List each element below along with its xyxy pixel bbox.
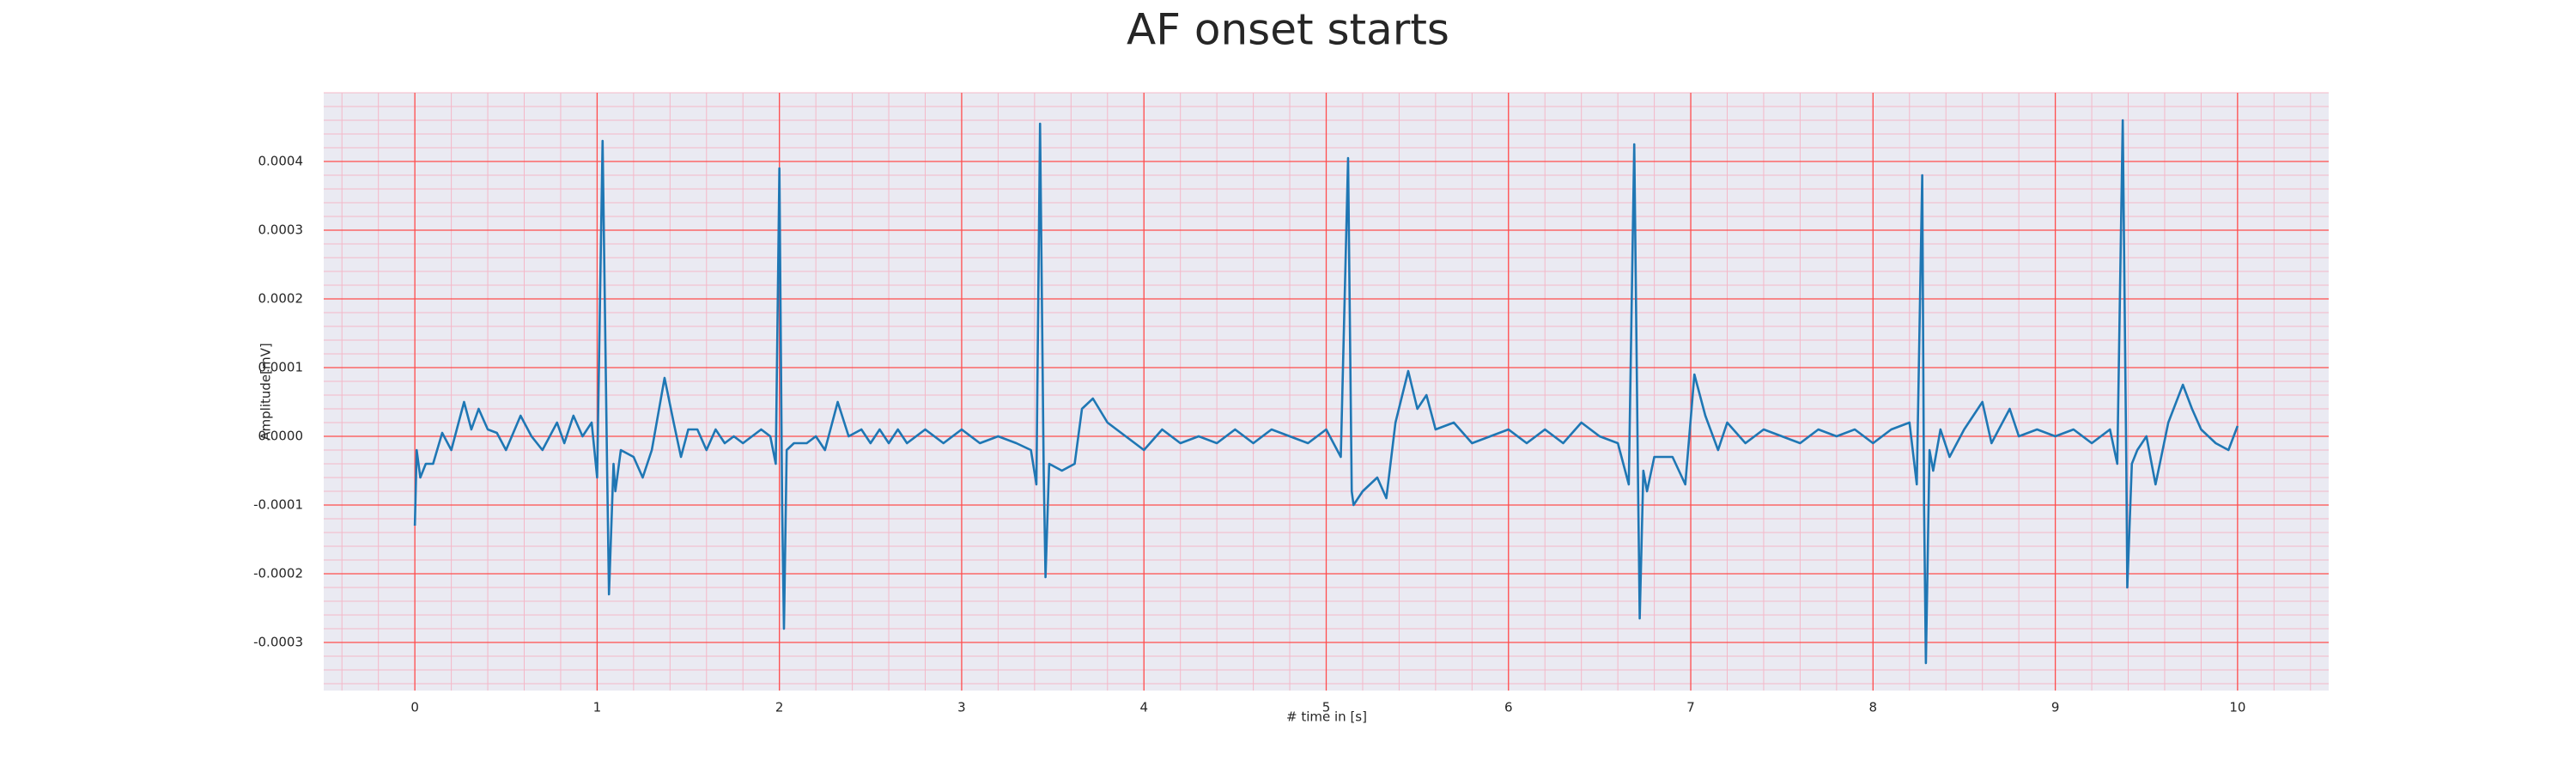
y-tick-label: 0.0003 — [258, 222, 304, 238]
x-tick-label: 0 — [410, 700, 419, 715]
y-tick-label: -0.0002 — [253, 566, 303, 581]
x-tick-label: 6 — [1504, 700, 1513, 715]
y-tick-label: 0.0000 — [258, 429, 304, 444]
signal-line — [413, 119, 2239, 665]
y-axis-label: Amplitude[mV] — [258, 343, 274, 440]
x-tick-label: 10 — [2229, 700, 2245, 715]
chart-title: AF onset starts — [1127, 5, 1449, 55]
y-tick-label: -0.0001 — [253, 497, 303, 513]
x-tick-label: 7 — [1686, 700, 1695, 715]
x-tick-label: 9 — [2051, 700, 2060, 715]
y-tick-label: 0.0004 — [258, 154, 304, 169]
x-tick-label: 5 — [1322, 700, 1331, 715]
x-tick-label: 1 — [593, 700, 602, 715]
y-tick-label: -0.0003 — [253, 635, 303, 650]
x-tick-label: 8 — [1869, 700, 1878, 715]
x-tick-label: 4 — [1139, 700, 1148, 715]
y-tick-label: 0.0002 — [258, 291, 304, 307]
y-tick-label: 0.0001 — [258, 360, 304, 375]
x-axis-label: # time in [s] — [1286, 709, 1367, 725]
x-tick-label: 2 — [775, 700, 784, 715]
x-tick-label: 3 — [957, 700, 966, 715]
